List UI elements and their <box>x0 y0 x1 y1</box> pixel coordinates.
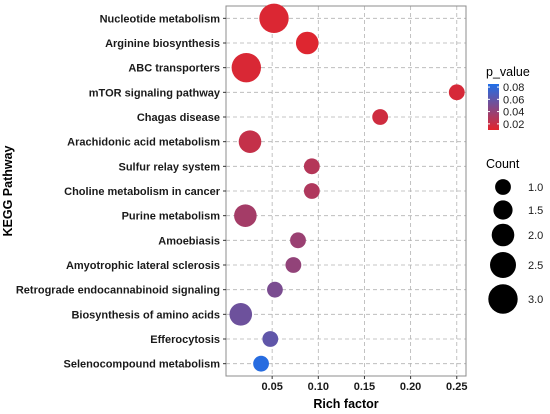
x-tick-label: 0.25 <box>446 381 467 393</box>
size-legend: Count 1.0 1.5 2.0 2.5 3.0 <box>486 157 543 314</box>
x-tick-label: 0.15 <box>354 381 375 393</box>
data-point <box>303 158 320 175</box>
x-tick-label: 0.05 <box>261 381 282 393</box>
x-axis-title: Rich factor <box>313 397 378 411</box>
size-legend-label: 1.0 <box>528 182 543 194</box>
data-point <box>262 331 279 347</box>
y-category-label: ABC transporters <box>128 63 220 75</box>
y-category-label: Purine metabolism <box>122 211 221 223</box>
y-category-label: Arginine biosynthesis <box>105 38 220 50</box>
size-legend-circle <box>490 252 516 278</box>
data-point <box>229 303 253 326</box>
y-category-label: Sulfur relay system <box>119 161 221 173</box>
data-point <box>372 109 389 125</box>
y-category-label: Amyotrophic lateral sclerosis <box>66 260 220 272</box>
color-legend-title: p_value <box>486 65 530 79</box>
color-legend-label: 0.04 <box>503 107 524 119</box>
y-axis-title: KEGG Pathway <box>1 145 15 236</box>
data-point <box>290 232 306 249</box>
y-category-label: Efferocytosis <box>150 334 220 346</box>
y-category-label: Biosynthesis of amino acids <box>71 309 220 321</box>
size-legend-label: 2.0 <box>528 230 543 242</box>
color-legend-bar <box>488 84 499 130</box>
data-point <box>238 130 262 153</box>
data-point <box>231 52 262 83</box>
data-point <box>448 84 465 101</box>
y-category-label: Chagas disease <box>137 112 220 124</box>
color-legend-label: 0.02 <box>503 119 524 131</box>
size-legend-label: 2.5 <box>528 260 543 272</box>
color-legend-label: 0.06 <box>503 94 524 106</box>
size-legend-title: Count <box>486 157 520 171</box>
y-category-label: Arachidonic acid metabolism <box>67 137 220 149</box>
y-category-label: Retrograde endocannabinoid signaling <box>16 285 220 297</box>
data-point <box>234 204 257 227</box>
size-legend-circle <box>493 200 513 220</box>
size-legend-circle <box>491 223 515 247</box>
x-tick-label: 0.10 <box>308 381 329 393</box>
y-category-label: Amoebiasis <box>158 235 220 247</box>
size-legend-label: 3.0 <box>528 294 543 306</box>
data-point <box>303 183 320 199</box>
y-category-label: Selenocompound metabolism <box>64 359 221 371</box>
data-point <box>253 355 269 372</box>
size-legend-label: 1.5 <box>528 205 543 217</box>
color-legend-label: 0.08 <box>503 82 524 94</box>
size-legend-circle <box>488 284 518 314</box>
data-point <box>295 31 319 55</box>
x-tick-label: 0.20 <box>400 381 421 393</box>
data-point <box>267 281 283 298</box>
grid-lines <box>226 6 466 376</box>
y-category-label: mTOR signaling pathway <box>89 87 221 99</box>
data-point <box>259 3 289 34</box>
data-point <box>285 257 302 273</box>
size-legend-circle <box>495 179 511 195</box>
data-points <box>229 3 465 372</box>
y-category-label: Nucleotide metabolism <box>100 13 221 25</box>
y-category-label: Choline metabolism in cancer <box>64 186 221 198</box>
color-legend: p_value 0.080.060.040.02 <box>486 65 530 131</box>
category-labels: Nucleotide metabolism Arginine biosynthes… <box>16 13 226 371</box>
x-tick-labels: 0.05 0.10 0.15 0.20 0.25 <box>261 376 467 393</box>
